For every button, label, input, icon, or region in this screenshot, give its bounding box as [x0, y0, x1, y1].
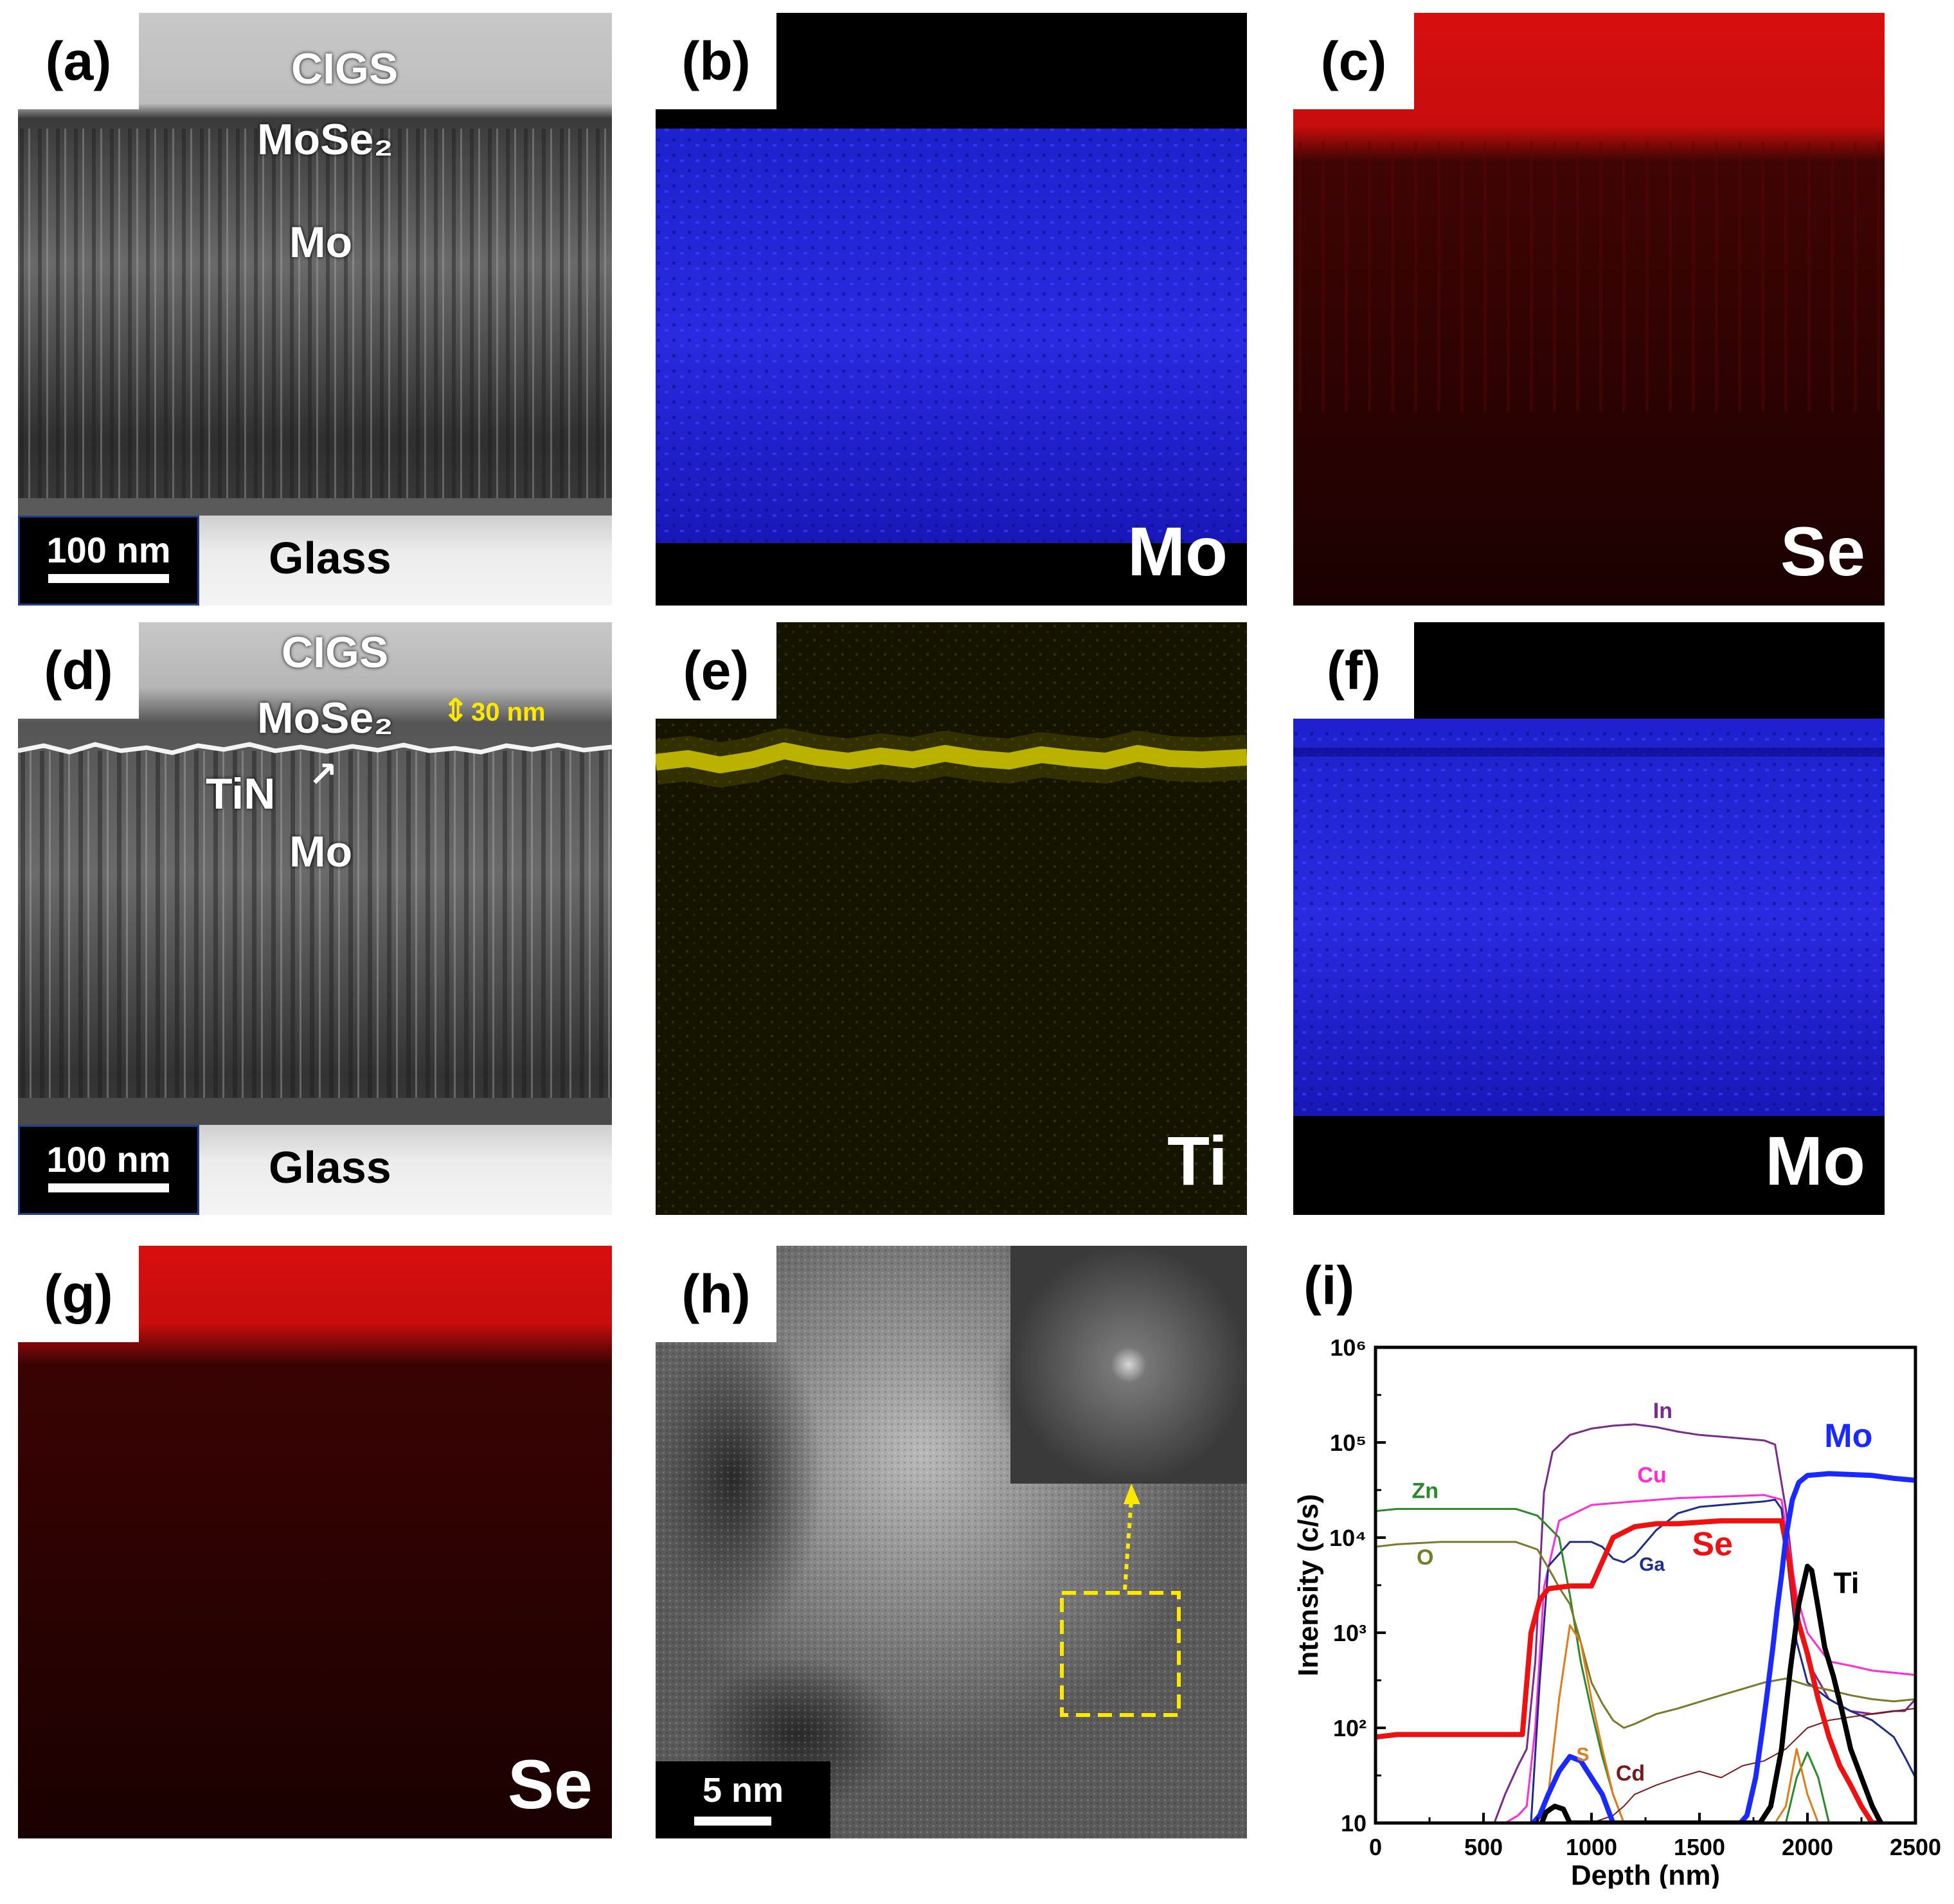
region-arrow-line [1123, 1499, 1133, 1590]
series-line-cu [1504, 1494, 1915, 1823]
series-line-ga [1530, 1498, 1915, 1823]
element-label-se: Se [507, 1745, 593, 1823]
series-label-cu: Cu [1637, 1463, 1666, 1487]
y-tick-label: 10 [1341, 1810, 1367, 1837]
panel-g-se-map: (g) Se [18, 1246, 612, 1838]
series-label-in: In [1653, 1399, 1672, 1423]
fft-inset [1010, 1246, 1247, 1484]
panel-label-e: (e) [656, 622, 776, 719]
thickness-arrow-icon: ⇕ [442, 692, 469, 728]
y-tick-label: 10⁶ [1330, 1334, 1367, 1361]
x-axis-label: Depth (nm) [1571, 1860, 1720, 1889]
series-line-s [1536, 1624, 1829, 1823]
series-line-ti [1539, 1563, 1883, 1823]
tin-arrow-icon: ↗ [309, 755, 338, 794]
series-line-o [1376, 1541, 1915, 1729]
y-tick-label: 10⁵ [1330, 1430, 1367, 1456]
panel-label-c: (c) [1293, 13, 1414, 109]
y-tick-label: 10⁴ [1329, 1525, 1367, 1551]
x-tick-label: 2000 [1782, 1834, 1833, 1860]
panel-i-depth-profile-chart: (i) 0 500 1000 1500 2000 2500 10 10² 10³ 10⁴ 10⁵ 10… [1279, 1246, 1948, 1889]
series-label-se: Se [1692, 1526, 1733, 1563]
layer-label-mo: Mo [289, 218, 353, 267]
element-label-ti: Ti [1167, 1122, 1228, 1199]
x-tick-label: 0 [1369, 1834, 1382, 1860]
layer-label-mose2: MoSe₂ [257, 694, 393, 742]
panel-label-a: (a) [18, 13, 139, 109]
scale-bar-line [694, 1817, 771, 1826]
scale-bar: 100 nm [18, 1125, 199, 1215]
element-label-mo: Mo [1765, 1122, 1865, 1199]
panel-c-se-map: (c) Se [1293, 13, 1885, 606]
substrate-label: Glass [269, 533, 391, 583]
panel-d-tem-image: (d) CIGS MoSe₂ ⇕ 30 nm TiN ↗ Mo 100 nm G… [18, 622, 612, 1215]
panel-f-mo-map: (f) Mo [1293, 622, 1885, 1215]
depth-profile-plot: 0 500 1000 1500 2000 2500 10 10² 10³ 10⁴ 10⁵ 10⁶ Dep… [1293, 1334, 1941, 1889]
element-label-se: Se [1780, 512, 1865, 590]
layer-label-tin: TiN [206, 769, 276, 818]
panel-label-b: (b) [656, 13, 776, 109]
layer-label-mose2: MoSe₂ [257, 115, 393, 164]
y-tick-label: 10² [1333, 1715, 1367, 1741]
panel-label-d: (d) [18, 622, 139, 719]
series-label-s: S [1577, 1744, 1590, 1765]
series-label-ti: Ti [1833, 1567, 1859, 1600]
series-line-zn [1376, 1507, 1915, 1823]
series-label-ga: Ga [1639, 1554, 1665, 1575]
panel-b-mo-map: (b) Mo [656, 13, 1247, 606]
selected-region-box [1060, 1591, 1181, 1717]
panel-label-g: (g) [18, 1246, 139, 1342]
series-label-o: O [1417, 1545, 1433, 1570]
scale-bar-label: 5 nm [702, 1771, 784, 1810]
scale-bar-label: 100 nm [46, 1139, 171, 1180]
x-tick-label: 1000 [1566, 1834, 1617, 1860]
panel-label-f: (f) [1293, 622, 1414, 719]
panel-e-ti-map: (e) Ti [656, 622, 1247, 1215]
panel-h-hrtem-image: (h) 5 nm [656, 1246, 1247, 1838]
scale-bar-line [48, 574, 169, 583]
element-label-mo: Mo [1127, 512, 1228, 590]
region-arrow-head [1124, 1484, 1140, 1504]
series-label-mo: Mo [1824, 1417, 1872, 1455]
panel-label-i: (i) [1304, 1255, 1355, 1316]
panel-a-tem-image: (a) CIGS MoSe₂ Mo 100 nm Glass [18, 13, 612, 606]
thickness-label: 30 nm [471, 698, 546, 726]
scale-bar-label: 100 nm [46, 530, 171, 570]
scale-bar: 100 nm [18, 516, 199, 606]
series-line-in [1493, 1423, 1915, 1823]
scale-bar-line [48, 1183, 169, 1192]
scale-bar: 5 nm [656, 1761, 830, 1838]
y-axis-label: Intensity (c/s) [1293, 1494, 1324, 1676]
series-label-zn: Zn [1412, 1479, 1439, 1504]
x-tick-label: 2500 [1890, 1834, 1941, 1860]
series-label-cd: Cd [1616, 1761, 1645, 1786]
layer-label-mo: Mo [289, 827, 353, 876]
series-line-se [1376, 1518, 1883, 1823]
series-line-cd [1591, 1707, 1915, 1823]
substrate-label: Glass [269, 1142, 391, 1192]
panel-label-h: (h) [656, 1246, 776, 1342]
layer-label-cigs: CIGS [291, 44, 399, 93]
y-tick-label: 10³ [1333, 1620, 1367, 1646]
series-line-mo [1531, 1471, 1915, 1823]
x-tick-label: 500 [1464, 1834, 1503, 1860]
x-tick-label: 1500 [1674, 1834, 1725, 1860]
layer-label-cigs: CIGS [282, 628, 389, 677]
